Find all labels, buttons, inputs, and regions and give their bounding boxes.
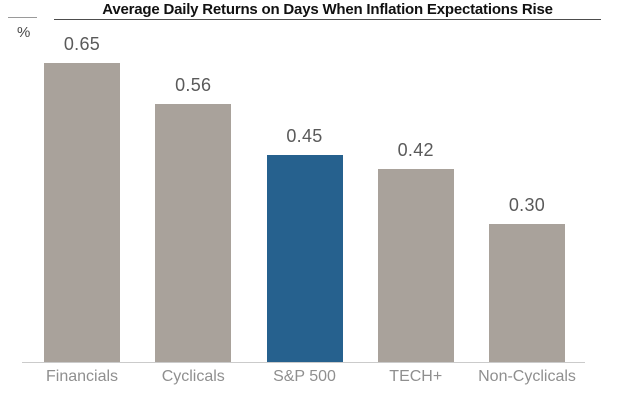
category-label-noncyclicals: Non-Cyclicals <box>478 368 576 385</box>
chart-title: Average Daily Returns on Days When Infla… <box>102 1 553 18</box>
bar-group-noncyclicals: 0.30 <box>489 195 565 362</box>
category-labels-row: Financials Cyclicals S&P 500 TECH+ Non-C… <box>24 368 585 386</box>
value-label: 0.42 <box>397 140 434 160</box>
y-axis-unit-label: % <box>17 24 31 41</box>
plot-area: 0.65 0.56 0.45 0.42 0.30 <box>24 0 585 362</box>
category-label-sp500: S&P 500 <box>273 368 336 385</box>
bar-cyclicals <box>155 104 232 362</box>
category-label-financials: Financials <box>45 368 119 385</box>
bar-group-tech: 0.42 <box>377 140 454 362</box>
x-axis-baseline <box>22 362 585 363</box>
bar-tech <box>377 169 454 362</box>
chart-title-underline: Average Daily Returns on Days When Infla… <box>54 2 601 20</box>
bar-group-financials: 0.65 <box>44 34 120 362</box>
value-label: 0.45 <box>286 126 323 146</box>
bar-financials <box>44 63 120 362</box>
value-label: 0.65 <box>63 34 101 54</box>
y-axis-top-tick <box>8 17 37 18</box>
value-label: 0.56 <box>175 75 212 95</box>
category-label-cyclicals: Cyclicals <box>161 368 225 385</box>
bar-noncyclicals <box>489 224 565 362</box>
bar-group-sp500: 0.45 <box>266 126 343 362</box>
bar-sp500-highlighted <box>266 155 343 362</box>
value-label: 0.30 <box>508 195 546 215</box>
bar-group-cyclicals: 0.56 <box>155 75 232 362</box>
category-label-tech: TECH+ <box>389 368 443 385</box>
